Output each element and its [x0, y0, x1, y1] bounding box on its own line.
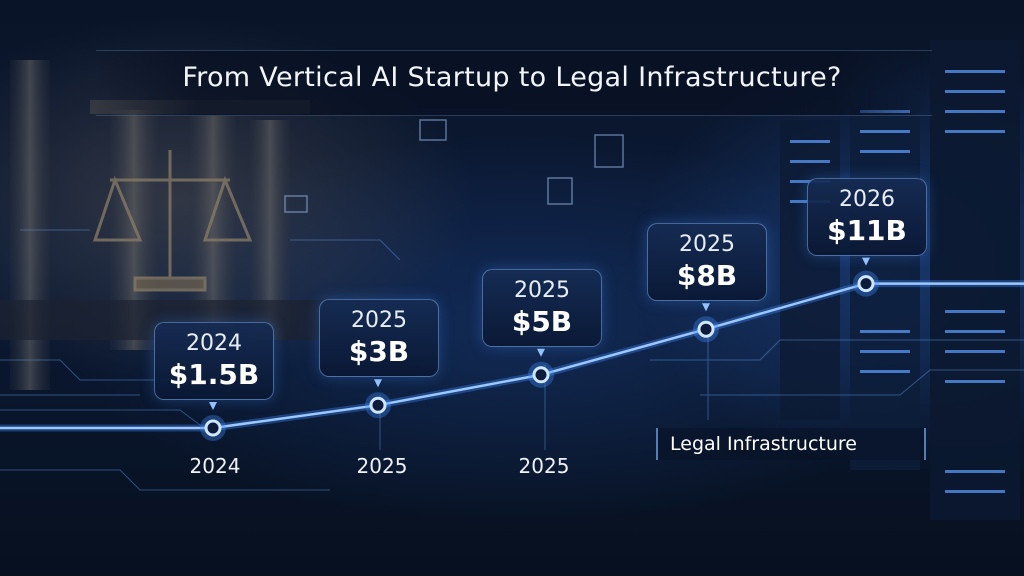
callout-pointer [702, 303, 710, 312]
data-point [857, 275, 875, 293]
data-point [532, 366, 550, 384]
data-point [697, 320, 715, 338]
callout-value: $8B [676, 259, 738, 293]
data-label-callout: 2025 $5B [482, 268, 602, 347]
data-point [369, 396, 387, 414]
callout-value: $1.5B [168, 358, 260, 391]
x-tick-label: 2025 [518, 454, 570, 478]
callout-pointer [862, 257, 870, 266]
callout-year: 2026 [839, 186, 895, 212]
x-tick-label: 2024 [189, 454, 241, 478]
server-racks [780, 40, 1020, 520]
callout-value: $3B [348, 335, 410, 369]
callout-value: $11B [827, 213, 907, 247]
x-tick-label: 2025 [356, 454, 408, 478]
data-label-callout: 2025 $3B [319, 299, 439, 378]
callout-year: 2025 [679, 232, 735, 258]
scales-of-justice-icon [92, 150, 253, 292]
annotation-legal-infrastructure: Legal Infrastructure [656, 428, 926, 460]
document-icons [284, 119, 624, 213]
callout-year: 2025 [351, 308, 407, 334]
callout-year: 2025 [514, 277, 570, 303]
callout-pointer [537, 348, 545, 357]
title-band [96, 50, 932, 116]
circuit-traces [0, 229, 1024, 491]
data-label-callout: 2026 $11B [807, 177, 927, 256]
callout-pointer [374, 379, 382, 388]
callout-year: 2024 [186, 331, 242, 356]
chart-title: From Vertical AI Startup to Legal Infras… [182, 62, 842, 93]
data-point [204, 419, 222, 437]
callout-pointer [209, 402, 217, 410]
data-label-callout: 2025 $8B [647, 223, 767, 302]
data-label-callout: 2024 $1.5B [154, 322, 274, 400]
callout-value: $5B [511, 304, 573, 338]
